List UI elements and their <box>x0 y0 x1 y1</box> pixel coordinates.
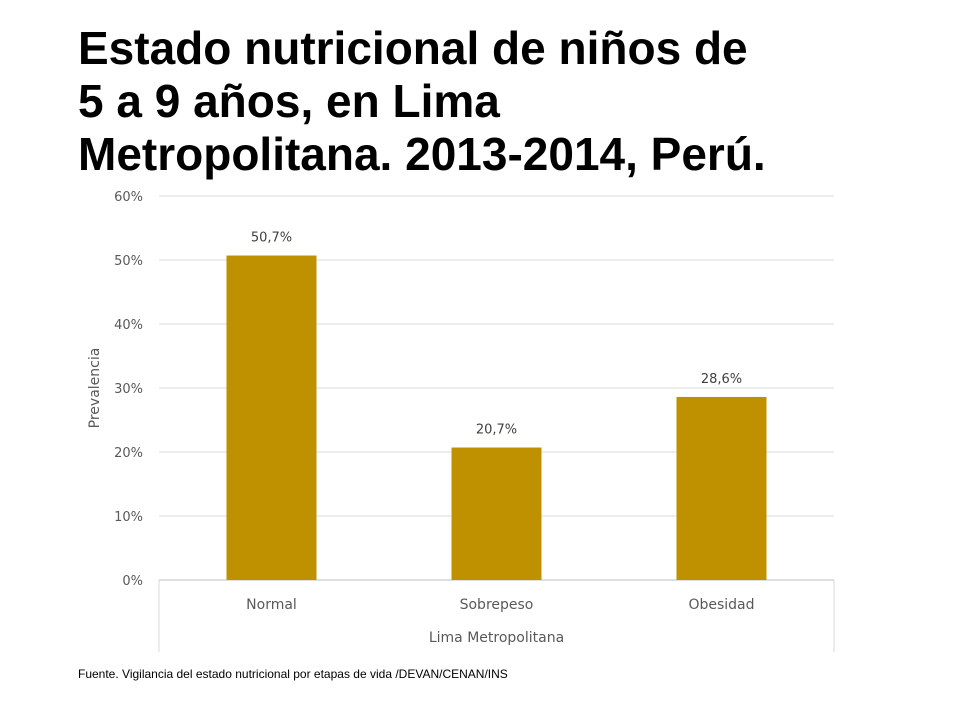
slide-title: Estado nutricional de niños de 5 a 9 año… <box>78 22 938 181</box>
bars <box>226 255 767 580</box>
data-label: 28,6% <box>701 372 742 387</box>
data-label: 20,7% <box>476 423 517 438</box>
y-tick-label: 0% <box>122 574 143 589</box>
y-tick-label: 50% <box>114 254 143 269</box>
y-axis-title: Prevalencia <box>87 348 103 429</box>
x-tick-label: Normal <box>246 597 297 613</box>
y-tick-label: 30% <box>114 382 143 397</box>
title-line: Metropolitana. 2013-2014, Perú. <box>78 128 766 180</box>
title-line: Estado nutricional de niños de <box>78 22 748 74</box>
data-label: 50,7% <box>251 231 292 246</box>
title-line: 5 a 9 años, en Lima <box>78 75 500 127</box>
category-axis-frame <box>158 580 835 652</box>
x-tick-label: Obesidad <box>688 597 754 613</box>
y-tick-label: 10% <box>114 510 143 525</box>
bar <box>451 447 542 580</box>
labels: 0% 10% 20% 30% 40% 50% 60% 50,7% Normal 20,7% Sobr… <box>114 190 754 613</box>
y-tick-label: 20% <box>114 446 143 461</box>
bar <box>226 255 317 580</box>
x-axis-title: Lima Metropolitana <box>429 630 564 646</box>
source-note: Fuente. Vigilancia del estado nutriciona… <box>78 667 508 681</box>
y-tick-label: 60% <box>114 190 143 205</box>
y-tick-label: 40% <box>114 318 143 333</box>
x-tick-label: Sobrepeso <box>460 597 534 613</box>
bar <box>676 396 767 580</box>
